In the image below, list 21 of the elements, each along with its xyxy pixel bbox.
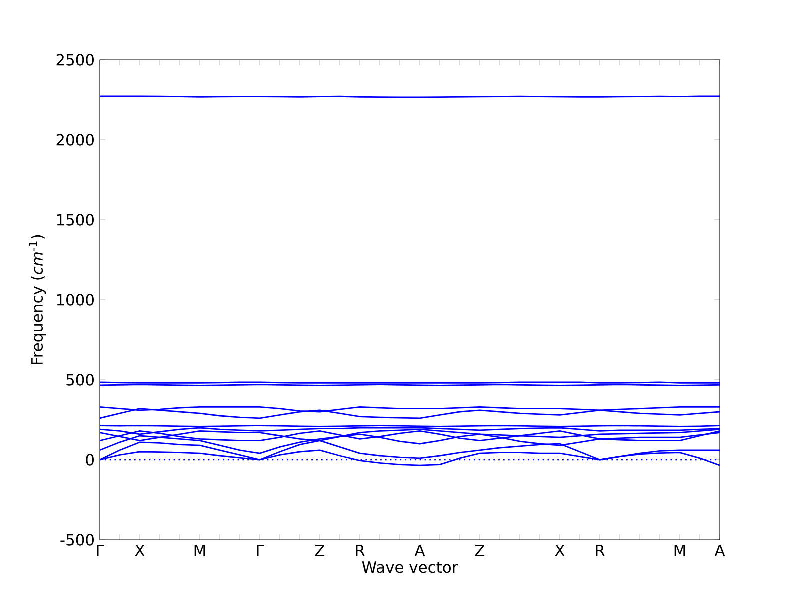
x-tick-label: Γ bbox=[257, 544, 264, 556]
y-tick-label: -500 bbox=[60, 534, 94, 546]
x-tick-label: X bbox=[135, 544, 145, 556]
x-axis-title: Wave vector bbox=[362, 562, 458, 574]
x-tick-label: Z bbox=[315, 544, 325, 556]
y-tick-label: 2000 bbox=[56, 134, 94, 146]
x-tick-label: R bbox=[356, 544, 365, 556]
x-tick-label: A bbox=[714, 544, 726, 556]
x-tick-label: Γ bbox=[97, 544, 104, 556]
x-tick-label: Z bbox=[475, 544, 485, 556]
x-tick-label: R bbox=[596, 544, 605, 556]
x-tick-label: M bbox=[674, 544, 686, 556]
y-axis-title: Frequency (cm$^{-1}$) bbox=[29, 235, 46, 364]
x-tick-label: A bbox=[414, 544, 426, 556]
y-tick-label: 1000 bbox=[57, 294, 94, 306]
y-tick-label: 2500 bbox=[56, 54, 94, 66]
y-tick-label: 0 bbox=[86, 454, 94, 466]
x-tick-label: M bbox=[194, 544, 206, 556]
x-tick-label: X bbox=[555, 544, 565, 556]
y-tick-label: 1500 bbox=[57, 214, 94, 226]
y-tick-label: 500 bbox=[66, 374, 94, 386]
